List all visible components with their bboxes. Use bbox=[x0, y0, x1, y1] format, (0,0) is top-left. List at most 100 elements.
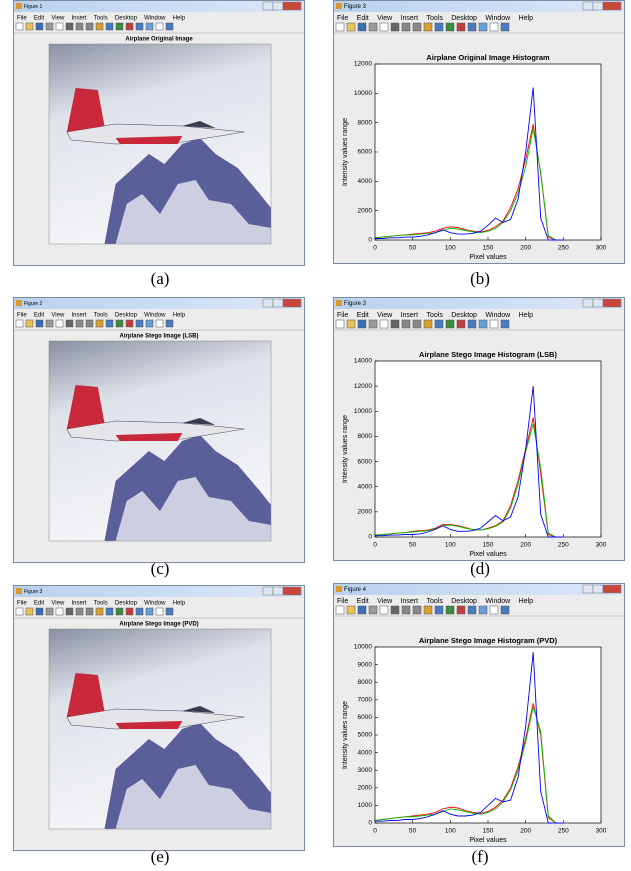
toolbar-button[interactable] bbox=[401, 605, 411, 615]
toolbar-button[interactable] bbox=[145, 319, 154, 328]
toolbar-button[interactable] bbox=[423, 605, 433, 615]
toolbar-button[interactable] bbox=[25, 607, 34, 616]
toolbar-button[interactable] bbox=[500, 22, 510, 32]
close-button[interactable] bbox=[602, 1, 622, 11]
toolbar-button[interactable] bbox=[401, 22, 411, 32]
toolbar-button[interactable] bbox=[412, 22, 422, 32]
maximize-button[interactable] bbox=[592, 1, 604, 11]
menu-item[interactable]: Window bbox=[485, 312, 511, 319]
toolbar-button[interactable] bbox=[346, 22, 356, 32]
menu-item[interactable]: Edit bbox=[357, 598, 369, 605]
toolbar-button[interactable] bbox=[15, 607, 24, 616]
toolbar-button[interactable] bbox=[489, 605, 499, 615]
toolbar-button[interactable] bbox=[357, 22, 367, 32]
minimize-button[interactable] bbox=[262, 586, 274, 596]
toolbar-button[interactable] bbox=[105, 319, 114, 328]
toolbar-button[interactable] bbox=[55, 607, 64, 616]
toolbar-button[interactable] bbox=[75, 319, 84, 328]
menu-item[interactable]: View bbox=[51, 313, 65, 319]
menu-item[interactable]: Help bbox=[173, 313, 186, 319]
toolbar-button[interactable] bbox=[390, 319, 400, 329]
menu-item[interactable]: File bbox=[17, 601, 27, 607]
menu-item[interactable]: Help bbox=[173, 601, 186, 607]
toolbar-button[interactable] bbox=[346, 319, 356, 329]
menu-item[interactable]: Edit bbox=[34, 313, 45, 319]
menu-item[interactable]: File bbox=[17, 16, 27, 22]
toolbar-button[interactable] bbox=[45, 319, 54, 328]
toolbar-button[interactable] bbox=[456, 22, 466, 32]
toolbar-button[interactable] bbox=[368, 319, 378, 329]
toolbar-button[interactable] bbox=[434, 605, 444, 615]
menu-item[interactable]: Window bbox=[144, 313, 166, 319]
menu-item[interactable]: View bbox=[51, 16, 65, 22]
toolbar-button[interactable] bbox=[65, 22, 74, 31]
toolbar-button[interactable] bbox=[125, 22, 134, 31]
toolbar-button[interactable] bbox=[75, 607, 84, 616]
toolbar-button[interactable] bbox=[115, 319, 124, 328]
minimize-button[interactable] bbox=[262, 298, 274, 308]
toolbar-button[interactable] bbox=[85, 319, 94, 328]
minimize-button[interactable] bbox=[582, 1, 594, 11]
toolbar-button[interactable] bbox=[368, 605, 378, 615]
toolbar-button[interactable] bbox=[165, 607, 174, 616]
toolbar-button[interactable] bbox=[390, 22, 400, 32]
toolbar-button[interactable] bbox=[456, 605, 466, 615]
toolbar-button[interactable] bbox=[434, 319, 444, 329]
toolbar-button[interactable] bbox=[423, 319, 433, 329]
toolbar-button[interactable] bbox=[467, 605, 477, 615]
toolbar-button[interactable] bbox=[45, 607, 54, 616]
menu-item[interactable]: Tools bbox=[427, 598, 444, 605]
minimize-button[interactable] bbox=[582, 298, 594, 308]
toolbar-button[interactable] bbox=[390, 605, 400, 615]
toolbar-button[interactable] bbox=[35, 22, 44, 31]
toolbar-button[interactable] bbox=[55, 22, 64, 31]
toolbar-button[interactable] bbox=[95, 607, 104, 616]
toolbar-button[interactable] bbox=[95, 22, 104, 31]
menu-item[interactable]: Tools bbox=[94, 16, 108, 22]
menu-item[interactable]: Edit bbox=[357, 15, 369, 22]
minimize-button[interactable] bbox=[582, 584, 594, 594]
menu-item[interactable]: Tools bbox=[94, 313, 108, 319]
toolbar-button[interactable] bbox=[125, 319, 134, 328]
menu-item[interactable]: View bbox=[377, 15, 393, 22]
toolbar-button[interactable] bbox=[467, 319, 477, 329]
menu-item[interactable]: File bbox=[337, 598, 348, 605]
toolbar-button[interactable] bbox=[105, 22, 114, 31]
toolbar-button[interactable] bbox=[125, 607, 134, 616]
toolbar-button[interactable] bbox=[434, 22, 444, 32]
toolbar-button[interactable] bbox=[85, 22, 94, 31]
menu-item[interactable]: Edit bbox=[34, 16, 45, 22]
toolbar-button[interactable] bbox=[135, 22, 144, 31]
menu-item[interactable]: Insert bbox=[72, 601, 87, 607]
maximize-button[interactable] bbox=[592, 298, 604, 308]
menu-item[interactable]: View bbox=[377, 598, 393, 605]
maximize-button[interactable] bbox=[272, 1, 284, 11]
menu-item[interactable]: Help bbox=[519, 312, 534, 319]
menu-item[interactable]: Window bbox=[485, 15, 511, 22]
toolbar-button[interactable] bbox=[445, 22, 455, 32]
menu-item[interactable]: Window bbox=[144, 601, 166, 607]
toolbar-button[interactable] bbox=[85, 607, 94, 616]
toolbar-button[interactable] bbox=[357, 605, 367, 615]
toolbar-button[interactable] bbox=[489, 319, 499, 329]
minimize-button[interactable] bbox=[262, 1, 274, 11]
toolbar-button[interactable] bbox=[155, 22, 164, 31]
toolbar-button[interactable] bbox=[478, 605, 488, 615]
menu-item[interactable]: Edit bbox=[357, 312, 369, 319]
toolbar-button[interactable] bbox=[500, 605, 510, 615]
toolbar-button[interactable] bbox=[35, 319, 44, 328]
menu-item[interactable]: Tools bbox=[94, 601, 108, 607]
menu-item[interactable]: View bbox=[51, 601, 65, 607]
toolbar-button[interactable] bbox=[145, 607, 154, 616]
toolbar-button[interactable] bbox=[401, 319, 411, 329]
toolbar-button[interactable] bbox=[346, 605, 356, 615]
menu-item[interactable]: Tools bbox=[427, 312, 444, 319]
menu-item[interactable]: Insert bbox=[401, 312, 419, 319]
menu-item[interactable]: Desktop bbox=[115, 601, 138, 607]
close-button[interactable] bbox=[282, 1, 302, 11]
menu-item[interactable]: Help bbox=[173, 16, 186, 22]
toolbar-button[interactable] bbox=[368, 22, 378, 32]
toolbar-button[interactable] bbox=[155, 607, 164, 616]
menu-item[interactable]: Window bbox=[485, 598, 511, 605]
toolbar-button[interactable] bbox=[335, 319, 345, 329]
